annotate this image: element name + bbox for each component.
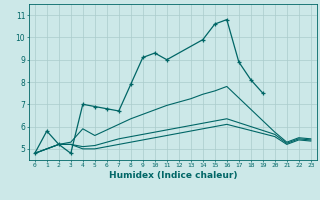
- X-axis label: Humidex (Indice chaleur): Humidex (Indice chaleur): [108, 171, 237, 180]
